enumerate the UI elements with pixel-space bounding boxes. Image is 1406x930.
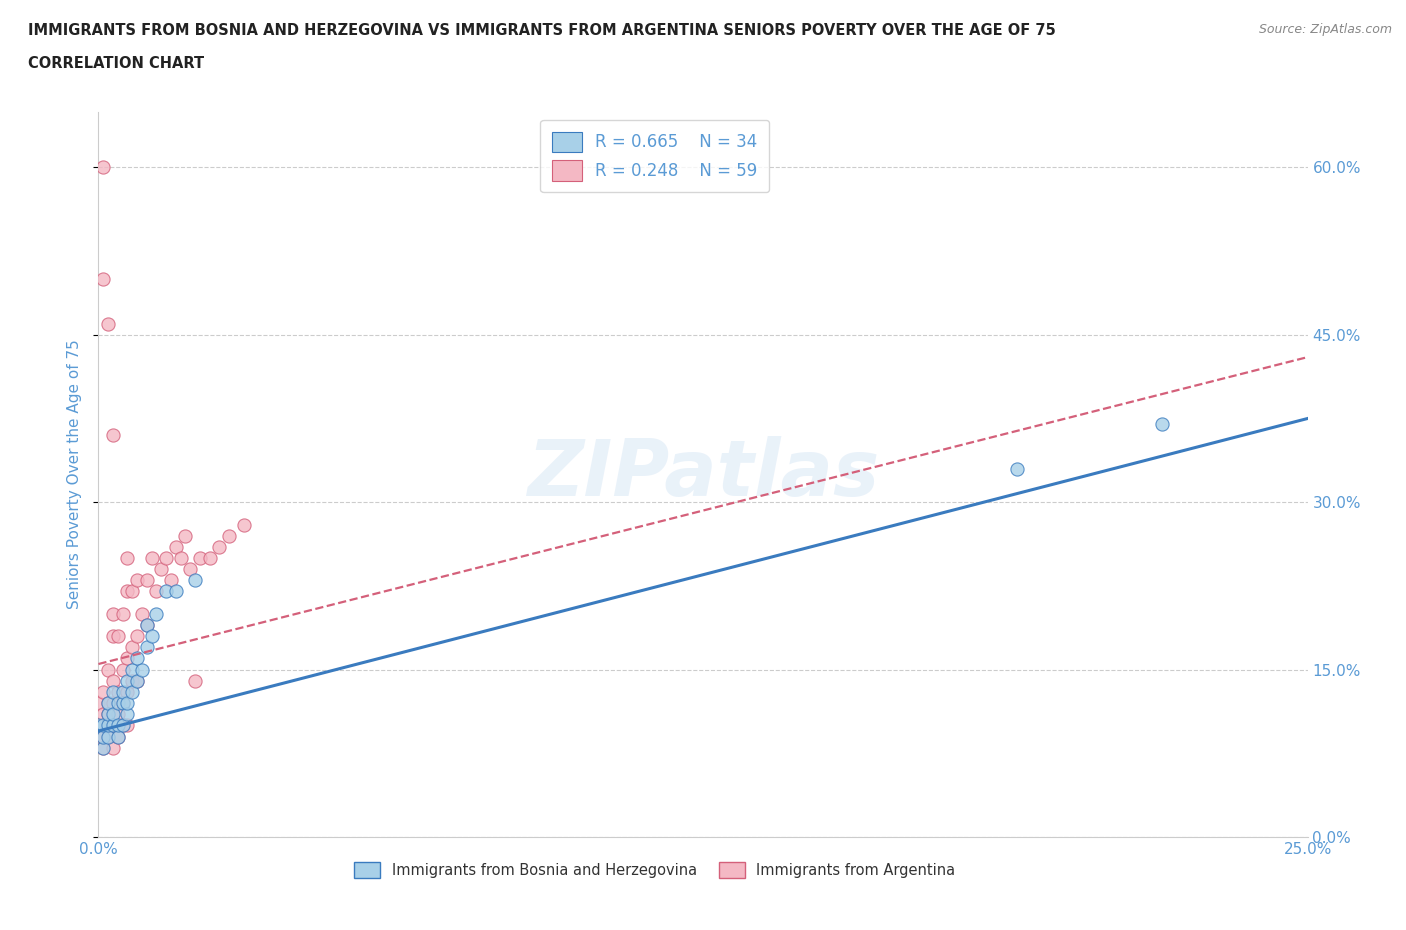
- Point: [155, 551, 177, 565]
- Point: [135, 618, 157, 632]
- Point: [97, 729, 120, 744]
- Point: [135, 618, 157, 632]
- Point: [101, 696, 124, 711]
- Point: [135, 573, 157, 588]
- Point: [101, 707, 124, 722]
- Point: [101, 606, 124, 621]
- Point: [91, 160, 114, 175]
- Point: [97, 696, 120, 711]
- Point: [91, 718, 114, 733]
- Point: [1007, 461, 1029, 476]
- Point: [131, 662, 153, 677]
- Point: [117, 651, 139, 666]
- Point: [107, 629, 129, 644]
- Point: [1152, 417, 1174, 432]
- Point: [107, 684, 129, 699]
- Point: [91, 729, 114, 744]
- Point: [101, 428, 124, 443]
- Point: [121, 684, 143, 699]
- Point: [218, 528, 240, 543]
- Text: Source: ZipAtlas.com: Source: ZipAtlas.com: [1258, 23, 1392, 36]
- Point: [97, 718, 120, 733]
- Point: [91, 740, 114, 755]
- Point: [121, 662, 143, 677]
- Point: [179, 562, 201, 577]
- Point: [135, 640, 157, 655]
- Point: [117, 707, 139, 722]
- Point: [111, 718, 134, 733]
- Point: [111, 696, 134, 711]
- Point: [91, 729, 114, 744]
- Point: [91, 684, 114, 699]
- Y-axis label: Seniors Poverty Over the Age of 75: Seniors Poverty Over the Age of 75: [67, 339, 83, 609]
- Point: [198, 551, 221, 565]
- Point: [145, 584, 167, 599]
- Point: [121, 673, 143, 688]
- Point: [111, 684, 134, 699]
- Point: [117, 551, 139, 565]
- Point: [101, 684, 124, 699]
- Point: [87, 718, 110, 733]
- Point: [87, 696, 110, 711]
- Point: [97, 718, 120, 733]
- Point: [141, 551, 163, 565]
- Point: [127, 629, 149, 644]
- Point: [101, 740, 124, 755]
- Point: [117, 696, 139, 711]
- Point: [117, 684, 139, 699]
- Point: [150, 562, 173, 577]
- Point: [107, 729, 129, 744]
- Point: [97, 707, 120, 722]
- Point: [184, 573, 207, 588]
- Point: [91, 272, 114, 286]
- Point: [107, 718, 129, 733]
- Point: [107, 729, 129, 744]
- Point: [127, 573, 149, 588]
- Point: [91, 718, 114, 733]
- Point: [165, 584, 187, 599]
- Point: [101, 718, 124, 733]
- Point: [127, 651, 149, 666]
- Point: [169, 551, 191, 565]
- Point: [111, 696, 134, 711]
- Point: [101, 629, 124, 644]
- Point: [165, 539, 187, 554]
- Point: [107, 707, 129, 722]
- Point: [97, 707, 120, 722]
- Point: [127, 673, 149, 688]
- Legend: Immigrants from Bosnia and Herzegovina, Immigrants from Argentina: Immigrants from Bosnia and Herzegovina, …: [347, 857, 962, 884]
- Point: [145, 606, 167, 621]
- Text: ZIPatlas: ZIPatlas: [527, 436, 879, 512]
- Point: [97, 316, 120, 331]
- Text: CORRELATION CHART: CORRELATION CHART: [28, 56, 204, 71]
- Point: [101, 673, 124, 688]
- Point: [131, 606, 153, 621]
- Point: [117, 673, 139, 688]
- Point: [208, 539, 231, 554]
- Point: [97, 662, 120, 677]
- Point: [111, 662, 134, 677]
- Point: [111, 606, 134, 621]
- Point: [97, 729, 120, 744]
- Point: [111, 718, 134, 733]
- Point: [121, 640, 143, 655]
- Point: [184, 673, 207, 688]
- Point: [101, 718, 124, 733]
- Point: [174, 528, 197, 543]
- Point: [107, 696, 129, 711]
- Point: [160, 573, 183, 588]
- Point: [127, 673, 149, 688]
- Point: [87, 718, 110, 733]
- Point: [91, 740, 114, 755]
- Point: [91, 707, 114, 722]
- Point: [117, 718, 139, 733]
- Point: [97, 696, 120, 711]
- Point: [141, 629, 163, 644]
- Point: [155, 584, 177, 599]
- Text: IMMIGRANTS FROM BOSNIA AND HERZEGOVINA VS IMMIGRANTS FROM ARGENTINA SENIORS POVE: IMMIGRANTS FROM BOSNIA AND HERZEGOVINA V…: [28, 23, 1056, 38]
- Point: [121, 584, 143, 599]
- Point: [117, 584, 139, 599]
- Point: [188, 551, 211, 565]
- Point: [232, 517, 254, 532]
